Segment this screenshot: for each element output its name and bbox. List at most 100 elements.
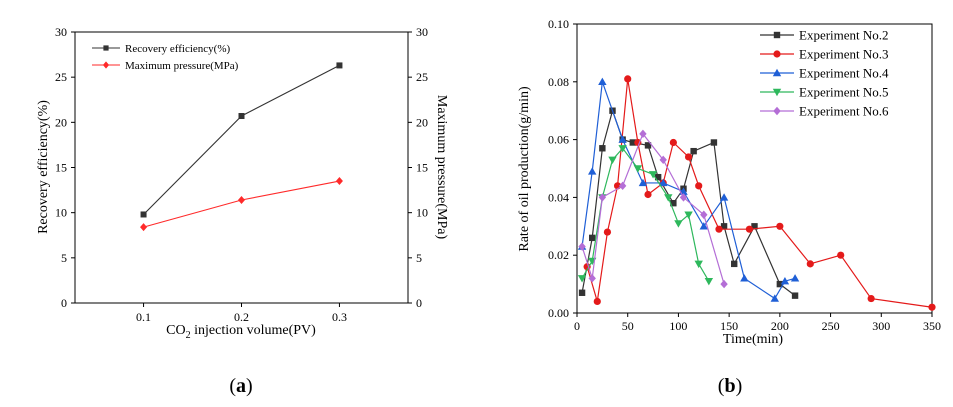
chart-a-point [140,211,147,218]
chart-b-point [928,303,936,311]
chart-a-legend-marker [102,61,110,69]
chart-b-point [603,228,612,236]
chart-b-legend-marker [773,106,781,116]
chart-b-point [694,260,703,269]
chart-a-ytick-label: 15 [55,161,67,175]
chart-b-ytick-label: 0.00 [548,306,569,320]
chart-b-point [715,225,723,233]
caption-a: (a) [229,375,252,397]
chart-a-y2tick-label: 25 [416,70,428,84]
chart-a-point [336,62,343,69]
chart-b-point [806,260,814,268]
chart-b-point [588,167,597,175]
chart-a-ylabel: Recovery efficiency(%) [36,100,51,234]
chart-b-legend-label: Experiment No.4 [799,66,889,81]
chart-b-legend-marker [772,88,782,97]
chart-b-point [644,142,652,149]
chart-b-point [770,294,779,302]
chart-a-y2tick-label: 20 [416,115,428,129]
chart-a-y2tick-label: 30 [416,25,428,39]
caption-b-open: ( [718,375,725,397]
chart-b-point [669,138,677,147]
chart-b-point [598,193,607,202]
chart-b-xtick-label: 150 [720,319,738,333]
chart-a-ytick-label: 5 [61,251,67,265]
chart-b: 0.00 0.02 0.04 0.06 0.08 0.10 0 50 100 150 200 250 3… [517,17,941,397]
chart-a-y2label: Maximum pressure(MPa) [434,95,449,240]
chart-b-ytick-label: 0.02 [548,248,569,262]
chart-a-legend-marker [103,45,109,51]
chart-b-point [710,139,718,146]
chart-a-y2tick-label: 15 [416,161,428,175]
chart-a-ytick-label: 0 [61,296,67,310]
chart-b-ytick-label: 0.10 [548,17,569,31]
chart-a-point [238,196,245,205]
chart-b-point [720,279,728,289]
chart-b-point [589,234,596,242]
chart-a-legend-label: Recovery efficiency(%) [125,43,230,55]
chart-b-legend-marker [773,50,781,58]
chart-b-point [751,223,758,230]
chart-b-point [593,297,601,306]
chart-a-xlabel: CO2 injection volume(PV) [166,323,316,341]
chart-b-xlabel: Time(min) [723,332,783,347]
chart-b-xtick-label: 0 [574,319,580,333]
chart-b-point [776,222,784,230]
chart-b-point [684,153,693,161]
caption-b-letter: b [724,375,735,397]
chart-b-legend-marker [772,68,782,77]
chart-b-legend-marker [773,31,781,39]
chart-b-legend-label: Experiment No.2 [799,28,889,43]
chart-a-xtick-label: 0.3 [332,310,347,324]
chart-a-series-line-1 [143,180,340,228]
chart-b-xtick-label: 100 [669,319,687,333]
chart-b-point [578,242,586,251]
chart-b-point [679,193,688,202]
chart-a-point [335,177,343,186]
chart-b-point [624,75,632,83]
chart-b-point [791,292,799,299]
chart-b-point [618,145,627,153]
chart-a-xtick-label: 0.2 [234,310,249,324]
chart-a-y2tick-label: 0 [416,296,422,310]
chart-a-ytick-label: 25 [55,70,67,84]
chart-b-point [704,278,714,286]
caption-b: (b) [718,375,742,397]
chart-b-point [659,155,667,165]
caption-a-letter: a [236,375,246,397]
chart-b-point [670,199,677,207]
chart-b-point [720,223,728,230]
chart-b-point [599,145,606,152]
chart-a-point [238,113,245,120]
chart-b-point [618,135,627,143]
chart-b-point [790,274,800,282]
chart-a-y2tick-label: 10 [416,206,428,220]
chart-b-point [577,275,587,283]
chart-b-point [664,194,673,202]
chart-b-point [633,165,643,173]
chart-b-point [745,225,754,233]
chart-b-ytick-label: 0.08 [548,75,569,89]
chart-b-legend-label: Experiment No.6 [799,104,889,119]
chart-b-point [629,139,636,146]
chart-b-xtick-label: 200 [771,319,789,333]
chart-a-xlabel-sub: 2 [186,330,191,341]
chart-b-point [780,277,790,285]
chart-b-frame [576,23,933,314]
chart-a-series-line-0 [143,64,340,215]
chart-b-point [659,178,668,187]
chart-b-ytick-label: 0.04 [548,190,569,204]
chart-b-xtick-label: 50 [622,319,634,333]
chart-b-point [598,77,607,85]
chart-b-xtick-label: 350 [923,319,941,333]
chart-b-point [638,178,648,187]
chart-a-legend-label: Maximum pressure(MPa) [125,60,239,72]
chart-b-point [690,147,697,155]
chart-a-ytick-label: 20 [55,115,67,129]
chart-b-point [776,280,784,288]
caption-b-close: ) [736,375,743,397]
chart-b-point [719,193,729,201]
chart-b-point [684,211,693,219]
chart-a-ytick-label: 30 [55,25,67,39]
